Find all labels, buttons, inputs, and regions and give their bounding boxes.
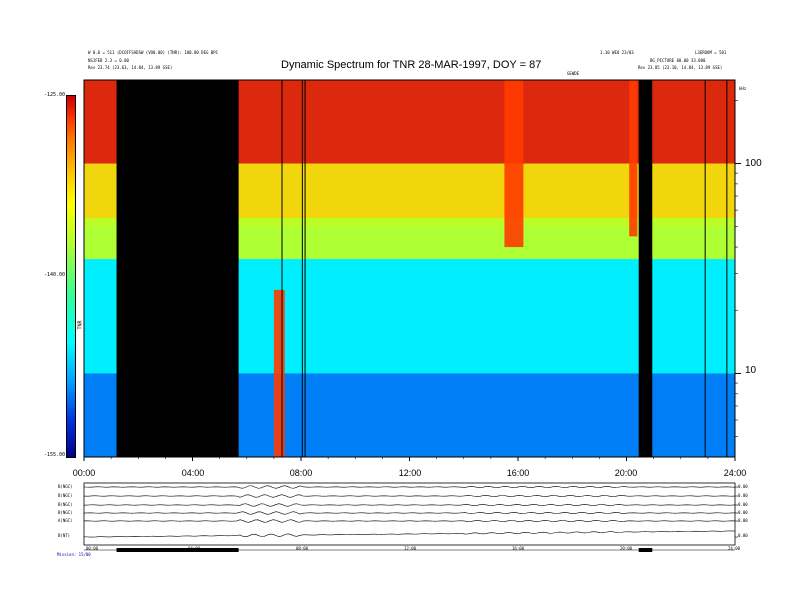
x-tick-label: 20:00: [614, 468, 638, 478]
panel-right-label: 0.00: [738, 493, 748, 498]
header-left-line-1: W 0.0 = 511 (DCOFFSADSW (VO0.00) (TNR): …: [88, 50, 219, 55]
panel-trace-2: [83, 503, 736, 507]
x-tick-label: 16:00: [506, 468, 530, 478]
footer-label: Mission: 15/00: [57, 552, 91, 557]
panel-trace-1: [83, 494, 736, 498]
colorbar-tick-bottom: -155.00: [44, 452, 66, 458]
header-left-line-2: NSJFEB 2.3 = 0.00: [88, 58, 129, 63]
panel-time-tick: 20:00: [620, 546, 633, 551]
panel-frame: [83, 482, 736, 546]
header-right-line-1: 1.10 WEO 23/03: [600, 50, 634, 55]
panel-time-tick: 08:00: [296, 546, 309, 551]
x-tick-label: 08:00: [289, 468, 313, 478]
data-gap-0: [116, 80, 239, 457]
panel-time-tick: 12:00: [404, 546, 417, 551]
panel-time-tick: 16:00: [512, 546, 525, 551]
data-gap-1: [638, 80, 653, 457]
x-tick-label: 00:00: [72, 468, 96, 478]
panel-right-label: 0.00: [738, 484, 748, 489]
right-unit-label: kHz: [739, 86, 747, 91]
panel-label: B(NT): [58, 533, 71, 538]
x-tick-label: 04:00: [181, 468, 205, 478]
header-center-small: GEWDE: [567, 71, 580, 76]
panel-trace-5: [83, 530, 736, 538]
colorbar-tick-top: -125.00: [44, 92, 66, 98]
header-right-line-4: Rev 23.85 (23.10, 14.84, 13.89 GSE): [638, 65, 723, 70]
panel-time-tick: 24:00: [728, 546, 741, 551]
panel-label: A(NGC): [58, 518, 73, 523]
panel-trace-3: [83, 511, 736, 515]
radio-burst-2: [629, 80, 638, 237]
panel-label: B(NGC): [58, 484, 73, 489]
right-tick-100: 100: [745, 158, 762, 169]
panel-right-label: 0.00: [738, 502, 748, 507]
right-tick-10: 10: [745, 365, 757, 376]
header-right-line-3: BG_PICTURE 88.00 33.000: [650, 58, 706, 63]
radio-burst-0: [273, 289, 285, 457]
panel-label: B(NGC): [58, 510, 73, 515]
panel-time-tick: 04:00: [188, 546, 201, 551]
panel-right-label: 0.00: [738, 533, 748, 538]
panel-label: B(NGC): [58, 493, 73, 498]
panel-label: B(NGC): [58, 502, 73, 507]
header-right-line-2: L3EROOM = 501: [695, 50, 727, 55]
panel-right-label: 0.00: [738, 510, 748, 515]
panel-right-label: 0.00: [738, 518, 748, 523]
panel-trace-4: [83, 519, 736, 523]
x-tick-label: 24:00: [723, 468, 747, 478]
header-left-line-3: Rev 23.74 (23.63, 14.84, 13.89 GSE): [88, 65, 173, 70]
panel-time-tick: 00:00: [86, 546, 99, 551]
chart-title: Dynamic Spectrum for TNR 28-MAR-1997, DO…: [281, 59, 542, 71]
radio-burst-1: [504, 80, 524, 248]
colorbar-tick-middle: -140.00: [44, 272, 66, 278]
colorbar: [66, 95, 76, 458]
x-tick-label: 12:00: [398, 468, 422, 478]
panel-trace-0: [83, 485, 736, 489]
